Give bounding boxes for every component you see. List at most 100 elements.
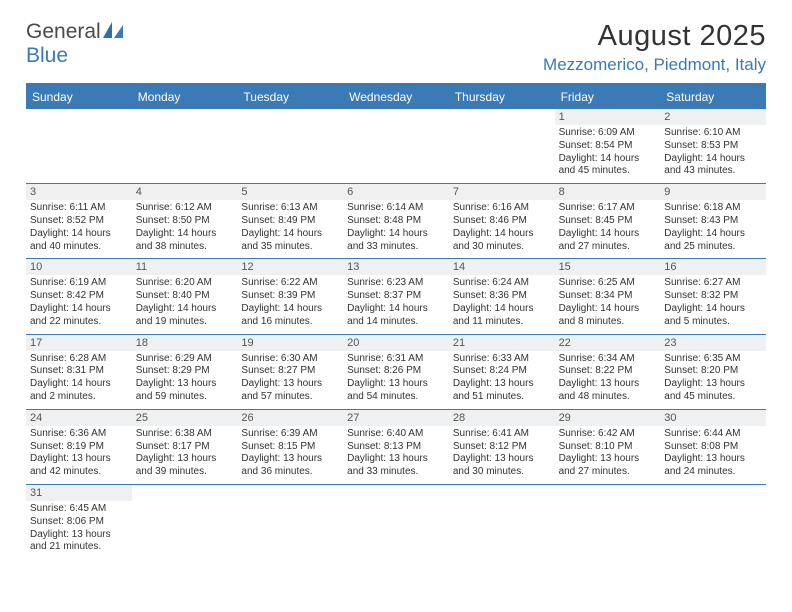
day-cell: 25Sunrise: 6:38 AMSunset: 8:17 PMDayligh… [132,410,238,484]
calendar-grid: SundayMondayTuesdayWednesdayThursdayFrid… [26,83,766,559]
sunset-text: Sunset: 8:15 PM [241,441,339,454]
daylight-text: and 48 minutes. [559,391,657,404]
daylight-text: Daylight: 14 hours [241,303,339,316]
day-cell [555,485,661,559]
sunrise-text: Sunrise: 6:20 AM [136,277,234,290]
daylight-text: Daylight: 13 hours [664,378,762,391]
page-header: General Blue August 2025 Mezzomerico, Pi… [26,20,766,75]
day-cell: 24Sunrise: 6:36 AMSunset: 8:19 PMDayligh… [26,410,132,484]
day-cell [660,485,766,559]
daylight-text: and 21 minutes. [30,541,128,554]
sunrise-text: Sunrise: 6:34 AM [559,353,657,366]
daylight-text: and 11 minutes. [453,316,551,329]
sunset-text: Sunset: 8:37 PM [347,290,445,303]
daylight-text: and 14 minutes. [347,316,445,329]
brand-logo: General Blue [26,20,127,68]
daylight-text: Daylight: 14 hours [453,228,551,241]
daylight-text: and 40 minutes. [30,241,128,254]
day-cell: 9 Sunrise: 6:18 AMSunset: 8:43 PMDaylight… [660,184,766,258]
week-row: 3Sunrise: 6:11 AMSunset: 8:52 PMDaylight… [26,184,766,259]
brand-text: General Blue [26,20,127,68]
day-cell: 23Sunrise: 6:35 AMSunset: 8:20 PMDayligh… [660,335,766,409]
sunset-text: Sunset: 8:54 PM [559,140,657,153]
daylight-text: and 8 minutes. [559,316,657,329]
daylight-text: Daylight: 13 hours [347,378,445,391]
sunrise-text: Sunrise: 6:28 AM [30,353,128,366]
weekday-header: Thursday [449,85,555,109]
day-number: 13 [343,259,449,275]
day-number: 31 [26,485,132,501]
sunset-text: Sunset: 8:34 PM [559,290,657,303]
day-cell: 18Sunrise: 6:29 AMSunset: 8:29 PMDayligh… [132,335,238,409]
sunset-text: Sunset: 8:43 PM [664,215,762,228]
sunset-text: Sunset: 8:53 PM [664,140,762,153]
sunset-text: Sunset: 8:17 PM [136,441,234,454]
sunrise-text: Sunrise: 6:24 AM [453,277,551,290]
week-row: 31Sunrise: 6:45 AMSunset: 8:06 PMDayligh… [26,485,766,559]
daylight-text: and 25 minutes. [664,241,762,254]
daylight-text: Daylight: 14 hours [347,228,445,241]
daylight-text: and 54 minutes. [347,391,445,404]
daylight-text: Daylight: 14 hours [664,228,762,241]
daylight-text: Daylight: 13 hours [136,378,234,391]
sunset-text: Sunset: 8:29 PM [136,365,234,378]
sunset-text: Sunset: 8:12 PM [453,441,551,454]
sunset-text: Sunset: 8:46 PM [453,215,551,228]
weekday-header-row: SundayMondayTuesdayWednesdayThursdayFrid… [26,85,766,109]
daylight-text: Daylight: 13 hours [136,453,234,466]
sunrise-text: Sunrise: 6:23 AM [347,277,445,290]
weekday-header: Wednesday [343,85,449,109]
day-cell: 2Sunrise: 6:10 AMSunset: 8:53 PMDaylight… [660,109,766,183]
daylight-text: and 30 minutes. [453,466,551,479]
daylight-text: and 36 minutes. [241,466,339,479]
day-number: 23 [660,335,766,351]
day-cell: 1Sunrise: 6:09 AMSunset: 8:54 PMDaylight… [555,109,661,183]
weekday-header: Tuesday [237,85,343,109]
day-number: 9 [660,184,766,200]
day-cell: 27Sunrise: 6:40 AMSunset: 8:13 PMDayligh… [343,410,449,484]
day-number: 11 [132,259,238,275]
day-number: 24 [26,410,132,426]
sunset-text: Sunset: 8:13 PM [347,441,445,454]
daylight-text: Daylight: 14 hours [664,153,762,166]
day-cell: 26Sunrise: 6:39 AMSunset: 8:15 PMDayligh… [237,410,343,484]
day-number: 25 [132,410,238,426]
day-cell: 3Sunrise: 6:11 AMSunset: 8:52 PMDaylight… [26,184,132,258]
sunset-text: Sunset: 8:31 PM [30,365,128,378]
daylight-text: and 30 minutes. [453,241,551,254]
daylight-text: Daylight: 14 hours [30,228,128,241]
daylight-text: Daylight: 14 hours [136,228,234,241]
calendar-page: General Blue August 2025 Mezzomerico, Pi… [0,0,792,559]
sunrise-text: Sunrise: 6:33 AM [453,353,551,366]
sunrise-text: Sunrise: 6:35 AM [664,353,762,366]
day-number: 7 [449,184,555,200]
daylight-text: and 39 minutes. [136,466,234,479]
day-number: 14 [449,259,555,275]
daylight-text: Daylight: 13 hours [559,378,657,391]
daylight-text: Daylight: 13 hours [453,453,551,466]
day-number: 10 [26,259,132,275]
sunrise-text: Sunrise: 6:18 AM [664,202,762,215]
daylight-text: and 45 minutes. [664,391,762,404]
weekday-header: Sunday [26,85,132,109]
sunrise-text: Sunrise: 6:16 AM [453,202,551,215]
sunset-text: Sunset: 8:36 PM [453,290,551,303]
day-number: 17 [26,335,132,351]
day-cell [26,109,132,183]
day-number: 2 [660,109,766,125]
sunrise-text: Sunrise: 6:14 AM [347,202,445,215]
weekday-header: Friday [555,85,661,109]
day-number: 1 [555,109,661,125]
day-cell: 15Sunrise: 6:25 AMSunset: 8:34 PMDayligh… [555,259,661,333]
sunset-text: Sunset: 8:45 PM [559,215,657,228]
daylight-text: Daylight: 13 hours [30,529,128,542]
week-row: 1 Sunrise: 6:09 AMSunset: 8:54 PM Daylight… [26,109,766,184]
month-title: August 2025 [543,20,766,53]
sunrise-text: Sunrise: 6:09 AM [559,127,657,140]
day-cell: 28Sunrise: 6:41 AMSunset: 8:12 PMDayligh… [449,410,555,484]
daylight-text: Daylight: 13 hours [241,378,339,391]
day-cell [132,109,238,183]
daylight-text: and 19 minutes. [136,316,234,329]
day-number: 29 [555,410,661,426]
day-cell: 19Sunrise: 6:30 AMSunset: 8:27 PMDayligh… [237,335,343,409]
